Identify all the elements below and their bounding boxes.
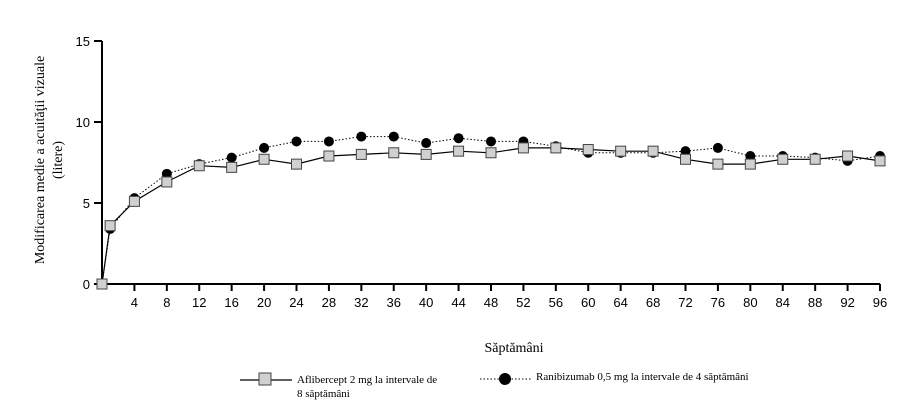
data-point-aflibercept <box>517 142 529 154</box>
data-point-aflibercept <box>104 220 116 232</box>
data-point-aflibercept <box>453 145 465 157</box>
data-point-aflibercept <box>420 148 432 160</box>
x-tick-label: 96 <box>873 295 887 310</box>
data-point-ranibizumab <box>421 138 432 149</box>
data-point-aflibercept <box>323 150 335 162</box>
y-tick-label: 0 <box>83 277 90 292</box>
data-point-ranibizumab <box>323 136 334 147</box>
data-point-aflibercept <box>680 153 691 165</box>
x-axis-title: Săptămâni <box>484 341 543 356</box>
x-tick-label: 28 <box>322 295 336 310</box>
y-axis-title-line-1: Modificarea medie a acuităţii vizuale <box>33 56 48 264</box>
x-ticks: 4 8 12 16 20 24 28 32 36 40 44 48 52 56 60 64 68 72 76 80 84… <box>131 284 887 310</box>
data-point-ranibizumab <box>259 142 270 153</box>
data-point-ranibizumab <box>356 131 367 142</box>
series-line-aflibercept <box>101 147 881 285</box>
data-point-ranibizumab <box>161 168 172 179</box>
data-point-ranibizumab <box>745 151 756 162</box>
data-point-ranibizumab <box>226 152 237 163</box>
x-tick-label: 56 <box>549 295 563 310</box>
x-tick-label: 8 <box>163 295 170 310</box>
data-point-aflibercept <box>485 147 497 159</box>
data-point-aflibercept <box>777 153 789 165</box>
x-tick-label: 16 <box>224 295 238 310</box>
legend-item-ranibizumab: Ranibizumab 0,5 mg la intervale de 4 săp… <box>480 371 749 385</box>
data-point-aflibercept <box>388 147 400 159</box>
data-point-aflibercept <box>615 145 627 157</box>
data-point-aflibercept <box>550 142 562 154</box>
x-tick-label: 64 <box>613 295 627 310</box>
data-point-aflibercept <box>874 155 886 167</box>
x-tick-label: 92 <box>840 295 854 310</box>
legend-label-ranibizumab: Ranibizumab 0,5 mg la intervale de 4 săp… <box>536 371 749 383</box>
legend-item-aflibercept: Aflibercept 2 mg la intervale de 8 săptă… <box>240 372 437 400</box>
x-tick-label: 48 <box>484 295 498 310</box>
legend-marker-square <box>258 372 272 386</box>
series-line-ranibizumab <box>101 136 881 285</box>
data-point-aflibercept <box>226 161 238 173</box>
data-point-aflibercept <box>128 195 140 207</box>
data-point-aflibercept <box>842 150 854 162</box>
y-ticks: 0 5 10 15 <box>76 34 102 292</box>
data-point-aflibercept <box>96 278 108 290</box>
data-point-ranibizumab <box>486 136 496 147</box>
y-axis-title-line-2: (litere) <box>51 141 66 179</box>
data-point-aflibercept <box>193 160 205 172</box>
data-point-aflibercept <box>582 144 594 156</box>
x-tick-label: 60 <box>581 295 595 310</box>
data-point-aflibercept <box>258 153 270 165</box>
x-tick-label: 32 <box>354 295 368 310</box>
data-point-aflibercept <box>712 158 724 170</box>
data-point-aflibercept <box>161 176 173 188</box>
legend-label-aflibercept-line-1: Aflibercept 2 mg la intervale de <box>297 374 437 386</box>
data-point-ranibizumab <box>712 142 723 153</box>
legend: Aflibercept 2 mg la intervale de 8 săptă… <box>240 371 749 400</box>
data-point-ranibizumab <box>291 136 302 147</box>
data-point-aflibercept <box>291 158 302 170</box>
x-tick-label: 44 <box>451 295 465 310</box>
x-tick-label: 68 <box>646 295 660 310</box>
x-tick-label: 4 <box>131 295 138 310</box>
legend-label-aflibercept-line-2: 8 săptămâni <box>297 388 350 400</box>
x-tick-label: 36 <box>387 295 401 310</box>
x-tick-label: 88 <box>808 295 822 310</box>
legend-marker-circle <box>499 373 511 385</box>
x-tick-label: 24 <box>289 295 303 310</box>
data-point-ranibizumab <box>388 131 399 142</box>
x-tick-label: 52 <box>516 295 530 310</box>
x-tick-label: 12 <box>192 295 206 310</box>
y-tick-label: 15 <box>76 34 90 49</box>
y-tick-label: 5 <box>83 196 90 211</box>
data-point-aflibercept <box>355 148 367 160</box>
x-tick-label: 80 <box>743 295 757 310</box>
x-tick-label: 72 <box>678 295 692 310</box>
series-layer <box>96 131 886 290</box>
data-point-aflibercept <box>809 153 821 165</box>
data-point-aflibercept <box>744 158 756 170</box>
x-tick-label: 40 <box>419 295 433 310</box>
x-tick-label: 20 <box>257 295 271 310</box>
x-tick-label: 76 <box>711 295 725 310</box>
data-point-ranibizumab <box>453 133 464 144</box>
data-point-aflibercept <box>647 145 659 157</box>
y-tick-label: 10 <box>76 115 90 130</box>
data-point-ranibizumab <box>680 146 691 157</box>
x-tick-label: 84 <box>776 295 790 310</box>
